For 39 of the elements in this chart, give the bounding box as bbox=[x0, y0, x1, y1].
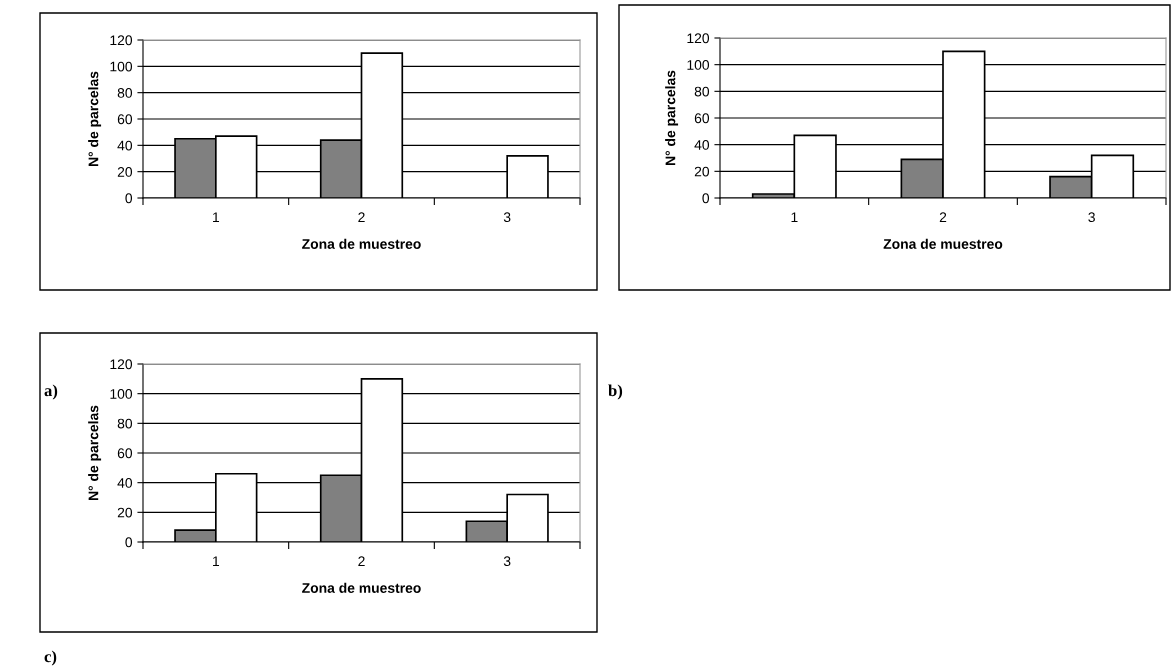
y-axis-title: N° de parcelas bbox=[665, 70, 679, 166]
x-tick-label: 2 bbox=[358, 212, 365, 222]
y-tick-label: 0 bbox=[125, 193, 133, 204]
x-axis-title: Zona de muestreo bbox=[302, 238, 421, 249]
y-tick-label: 100 bbox=[110, 389, 133, 399]
y-tick-label: 120 bbox=[110, 35, 133, 46]
y-tick-label: 60 bbox=[117, 114, 133, 125]
y-tick-label: 120 bbox=[687, 33, 710, 44]
y-tick-label: 60 bbox=[117, 448, 133, 459]
y-tick-label: 120 bbox=[110, 359, 133, 370]
y-tick-label: 20 bbox=[117, 167, 133, 177]
text: c) bbox=[44, 650, 57, 666]
y-tick-label: 80 bbox=[117, 88, 133, 98]
text: a) bbox=[44, 384, 58, 400]
y-tick-label: 0 bbox=[125, 537, 133, 548]
x-tick-label: 2 bbox=[358, 556, 365, 566]
y-tick-label: 40 bbox=[694, 140, 710, 150]
x-tick-label: 2 bbox=[939, 212, 947, 222]
x-tick-label: 1 bbox=[213, 212, 220, 222]
y-tick-label: 0 bbox=[702, 193, 710, 204]
x-axis-title: Zona de muestreo bbox=[302, 582, 421, 593]
y-tick-label: 80 bbox=[694, 86, 710, 97]
y-tick-label: 100 bbox=[687, 60, 710, 70]
y-tick-label: 20 bbox=[694, 166, 710, 177]
y-tick-label: 40 bbox=[117, 478, 133, 488]
x-axis-title: Zona de muestreo bbox=[883, 238, 1003, 249]
y-tick-label: 20 bbox=[117, 507, 133, 518]
x-tick-label: 1 bbox=[791, 212, 798, 222]
y-axis-title: N° de parcelas bbox=[88, 71, 102, 167]
x-tick-label: 1 bbox=[213, 556, 220, 566]
y-tick-label: 80 bbox=[117, 418, 133, 429]
x-tick-label: 3 bbox=[1088, 212, 1095, 223]
text: b) bbox=[608, 384, 623, 400]
y-tick-label: 40 bbox=[117, 140, 133, 151]
y-axis-title: N° de parcelas bbox=[88, 405, 102, 501]
x-tick-label: 3 bbox=[503, 212, 511, 223]
y-tick-label: 100 bbox=[110, 61, 133, 72]
y-tick-label: 60 bbox=[694, 113, 710, 124]
x-tick-label: 3 bbox=[503, 556, 511, 567]
